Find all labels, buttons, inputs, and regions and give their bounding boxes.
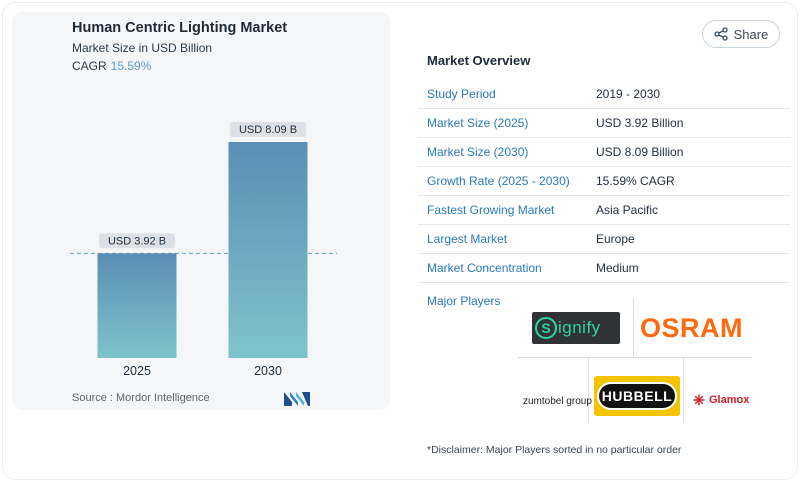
hubbell-logo: HUBBELL <box>594 376 680 416</box>
overview-title: Market Overview <box>427 53 531 68</box>
overview-row: Market Size (2025) USD 3.92 Billion <box>418 109 790 138</box>
signify-logo: S ignify <box>532 312 620 344</box>
x-tick-label: 2025 <box>123 364 151 378</box>
major-players-label: Major Players <box>427 294 501 308</box>
data-label-bg <box>230 122 306 137</box>
overview-row-label: Market Concentration <box>427 261 542 275</box>
data-label: USD 8.09 B <box>239 124 297 136</box>
players-divider <box>683 357 684 423</box>
disclaimer: *Disclaimer: Major Players sorted in no … <box>427 444 682 456</box>
overview-row-label: Market Size (2030) <box>427 145 529 159</box>
signify-logo-mark: S <box>535 317 557 339</box>
overview-row-value: USD 3.92 Billion <box>596 116 684 130</box>
overview-row-value: Asia Pacific <box>596 203 659 217</box>
overview-row-label: Fastest Growing Market <box>427 203 555 217</box>
overview-row-label: Market Size (2025) <box>427 116 529 130</box>
players-divider <box>518 357 752 358</box>
cagr-row: CAGR 15.59% <box>72 59 151 73</box>
overview-row-value: USD 8.09 Billion <box>596 145 684 159</box>
players-divider <box>633 298 634 356</box>
data-label: USD 3.92 B <box>108 235 166 247</box>
overview-row: Largest Market Europe <box>418 225 790 254</box>
overview-row-label: Largest Market <box>427 232 508 246</box>
share-label: Share <box>733 26 769 42</box>
bar-2025 <box>97 253 177 358</box>
hubbell-logo-badge: HUBBELL <box>597 382 677 410</box>
mordor-logo-icon <box>284 392 310 406</box>
bar-2030 <box>228 142 308 358</box>
cagr-label: CAGR <box>72 59 107 73</box>
overview-row: Market Size (2030) USD 8.09 Billion <box>418 138 790 167</box>
share-button[interactable]: Share <box>702 20 780 48</box>
glamox-logo: Glamox <box>693 394 749 406</box>
glamox-logo-text: Glamox <box>709 394 750 406</box>
overview-row-value: 2019 - 2030 <box>596 87 661 101</box>
overview-row: Growth Rate (2025 - 2030) 15.59% CAGR <box>418 167 790 196</box>
overview-row: Market Concentration Medium <box>418 254 790 283</box>
share-icon <box>713 27 728 41</box>
overview-row-label: Growth Rate (2025 - 2030) <box>427 174 570 188</box>
overview-row-value: Medium <box>596 261 639 275</box>
cagr-value: 15.59% <box>110 59 152 73</box>
signify-logo-text: ignify <box>558 318 601 337</box>
chart-subtitle: Market Size in USD Billion <box>72 41 213 55</box>
overview-row-value: 15.59% CAGR <box>596 174 675 188</box>
zumtobel-logo: zumtobel group <box>523 396 592 407</box>
data-label-bg <box>99 233 175 249</box>
glamox-star-icon <box>693 394 705 406</box>
x-tick-label: 2030 <box>254 364 282 378</box>
overview-row-label: Study Period <box>427 87 496 101</box>
overview-row: Fastest Growing Market Asia Pacific <box>418 196 790 225</box>
hubbell-logo-text: HUBBELL <box>601 388 673 404</box>
overview-table: Study Period 2019 - 2030 Market Size (2025… <box>418 80 790 283</box>
bar-chart: USD 3.92 B 2025 USD 8.09 B 2030 <box>70 122 337 378</box>
players-divider <box>588 357 589 423</box>
osram-logo: OSRAM <box>640 313 743 343</box>
chart-card: Human Centric Lighting Market Market Siz… <box>12 12 390 410</box>
overview-row-value: Europe <box>596 232 635 246</box>
source-note: Source : Mordor Intelligence <box>72 392 210 404</box>
overview-row: Study Period 2019 - 2030 <box>418 80 790 109</box>
chart-title: Human Centric Lighting Market <box>72 20 288 36</box>
